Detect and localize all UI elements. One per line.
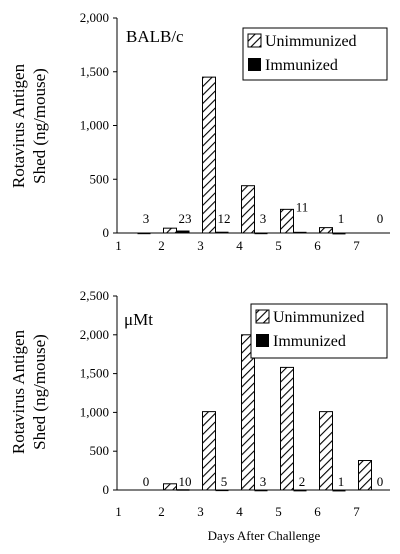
bar-unimmunized [319,227,333,234]
legend-label-unimmunized: Unimmunized [273,309,365,326]
bar-unimmunized [202,411,216,491]
legend-box [242,27,388,81]
y-axis-label-line1: Rotavirus Antigen [9,63,28,188]
data-label: 2 [299,474,306,489]
data-label: 1 [338,474,345,489]
y-tick-label: 1,500 [80,64,109,79]
bar-immunized [254,232,268,235]
bar-immunized [215,489,229,492]
y-tick-label: 0 [103,482,110,497]
y-axis-label-line1: Rotavirus Antigen [9,329,28,454]
bar-immunized [137,232,151,235]
data-label: 10 [179,474,192,489]
bar-unimmunized [163,227,177,234]
x-tick-label: 7 [353,504,360,519]
bar-immunized [176,489,190,491]
y-tick-label: 2,000 [80,327,109,342]
data-label: 11 [296,199,309,214]
y-tick-label: 1,000 [80,404,109,419]
legend-swatch-immunized [248,58,261,71]
x-axis-label: Days After Challenge [208,528,321,543]
legend-swatch-unimmunized [247,33,262,48]
y-tick-label: 500 [90,171,110,186]
legend-label-unimmunized: Unimmunized [265,33,357,50]
x-tick-label: 3 [197,504,204,519]
y-tick-label: 500 [90,443,110,458]
legend-label-immunized: Immunized [265,57,338,74]
y-tick-label: 1,000 [80,118,109,133]
bar-unimmunized [280,366,294,491]
bar-immunized [293,489,307,492]
bar-unimmunized [163,483,177,491]
legend-label-immunized: Immunized [273,333,346,350]
panel-title: μMt [124,310,153,329]
bar-immunized [332,489,346,492]
y-tick-label: 2,500 [80,288,109,303]
bar-unimmunized [358,460,372,491]
x-tick-label: 1 [115,238,122,253]
x-tick-label: 7 [353,238,360,253]
x-tick-label: 3 [197,238,204,253]
y-tick-label: 1,500 [80,366,109,381]
x-tick-label: 6 [314,504,321,519]
bar-immunized [215,231,229,234]
panel-title: BALB/c [126,27,184,46]
balbc-panel: 0 500 1,000 1,500 2,000 Rotavirus Antigen Shed… [9,10,390,253]
y-tick-label: 0 [103,225,110,240]
y-axis-label-line2: Shed (ng/mouse) [30,68,49,184]
data-label: 3 [143,211,150,226]
bar-unimmunized [241,334,255,491]
bar-immunized [293,231,307,234]
data-label: 5 [221,474,228,489]
bar-immunized [254,489,268,492]
y-tick-label: 2,000 [80,10,109,25]
x-tick-label: 5 [275,238,282,253]
data-label: 1 [338,211,345,226]
bar-unimmunized [241,185,255,234]
bar-unimmunized [202,76,216,234]
bar-immunized [176,230,190,233]
x-tick-label: 5 [275,504,282,519]
bar-immunized [332,232,346,235]
data-label: 23 [179,211,192,226]
data-label: 3 [260,474,267,489]
bar-unimmunized [319,411,333,491]
data-label: 12 [218,211,231,226]
data-label: 0 [143,474,150,489]
data-label: 0 [377,211,384,226]
bar-unimmunized [280,208,294,234]
x-tick-label: 1 [115,504,122,519]
x-tick-label: 2 [158,238,165,253]
data-label: 3 [260,211,267,226]
x-tick-label: 4 [236,504,243,519]
data-label: 0 [377,474,384,489]
y-axis-label-line2: Shed (ng/mouse) [30,334,49,450]
legend-swatch-immunized [256,334,269,347]
x-tick-label: 4 [236,238,243,253]
legend-box [250,303,388,359]
legend-swatch-unimmunized [255,309,270,324]
x-tick-label: 2 [158,504,165,519]
x-tick-label: 6 [314,238,321,253]
